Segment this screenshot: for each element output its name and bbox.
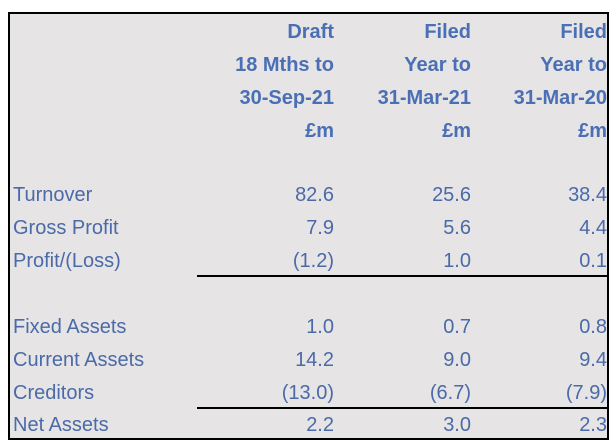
- cell-value: (6.7): [429, 382, 471, 404]
- column-period: 18 Mths to: [235, 54, 334, 76]
- column-header-filed-2021: Filed Year to 31-Mar-21 £m: [378, 16, 471, 148]
- cell-value: 9.0: [443, 349, 471, 371]
- column-unit: £m: [578, 120, 607, 142]
- row-label: Creditors: [13, 382, 95, 404]
- table-row-profit-loss: Profit/(Loss) (1.2) 1.0 0.1: [10, 245, 607, 278]
- column-period: Year to: [404, 54, 471, 76]
- column-date: 31-Mar-20: [513, 87, 607, 109]
- column-unit: £m: [305, 120, 334, 142]
- divider-rule: [197, 275, 607, 277]
- cell-value: 1.0: [443, 250, 471, 272]
- cell-value: 0.7: [443, 316, 471, 338]
- cell-value: 9.4: [579, 349, 607, 371]
- column-headers: Draft 18 Mths to 30-Sep-21 £m Filed Year…: [10, 14, 607, 164]
- cell-value: 38.4: [568, 184, 607, 206]
- cell-value: 3.0: [443, 414, 471, 436]
- cell-value: (1.2): [292, 250, 334, 272]
- row-label: Fixed Assets: [13, 316, 127, 338]
- cell-value: 2.3: [579, 414, 607, 436]
- column-status: Draft: [287, 21, 334, 43]
- row-label: Current Assets: [13, 349, 145, 371]
- cell-value: (7.9): [565, 382, 607, 404]
- cell-value: 5.6: [443, 217, 471, 239]
- cell-value: 0.1: [579, 250, 607, 272]
- table-row-creditors: Creditors (13.0) (6.7) (7.9): [10, 377, 607, 410]
- column-status: Filed: [560, 21, 607, 43]
- column-header-draft-2021: Draft 18 Mths to 30-Sep-21 £m: [235, 16, 334, 148]
- table-row-gross-profit: Gross Profit 7.9 5.6 4.4: [10, 212, 607, 245]
- table-row-turnover: Turnover 82.6 25.6 38.4: [10, 179, 607, 212]
- financial-summary-table: Draft 18 Mths to 30-Sep-21 £m Filed Year…: [8, 12, 609, 440]
- cell-value: 4.4: [579, 217, 607, 239]
- cell-value: (13.0): [281, 382, 334, 404]
- column-date: 30-Sep-21: [239, 87, 335, 109]
- row-label: Profit/(Loss): [13, 250, 121, 272]
- cell-value: 0.8: [579, 316, 607, 338]
- row-label: Gross Profit: [13, 217, 119, 239]
- column-period: Year to: [540, 54, 607, 76]
- cell-value: 1.0: [306, 316, 334, 338]
- table-row-fixed-assets: Fixed Assets 1.0 0.7 0.8: [10, 311, 607, 344]
- cell-value: 82.6: [295, 184, 334, 206]
- cell-value: 7.9: [306, 217, 334, 239]
- column-date: 31-Mar-21: [377, 87, 471, 109]
- cell-value: 14.2: [295, 349, 334, 371]
- column-header-filed-2020: Filed Year to 31-Mar-20 £m: [514, 16, 607, 148]
- divider-rule: [197, 407, 607, 409]
- column-unit: £m: [442, 120, 471, 142]
- cell-value: 25.6: [432, 184, 471, 206]
- row-label: Net Assets: [13, 414, 109, 436]
- column-status: Filed: [424, 21, 471, 43]
- table-row-net-assets: Net Assets 2.2 3.0 2.3: [10, 409, 607, 442]
- cell-value: 2.2: [306, 414, 334, 436]
- row-label: Turnover: [13, 184, 93, 206]
- table-row-current-assets: Current Assets 14.2 9.0 9.4: [10, 344, 607, 377]
